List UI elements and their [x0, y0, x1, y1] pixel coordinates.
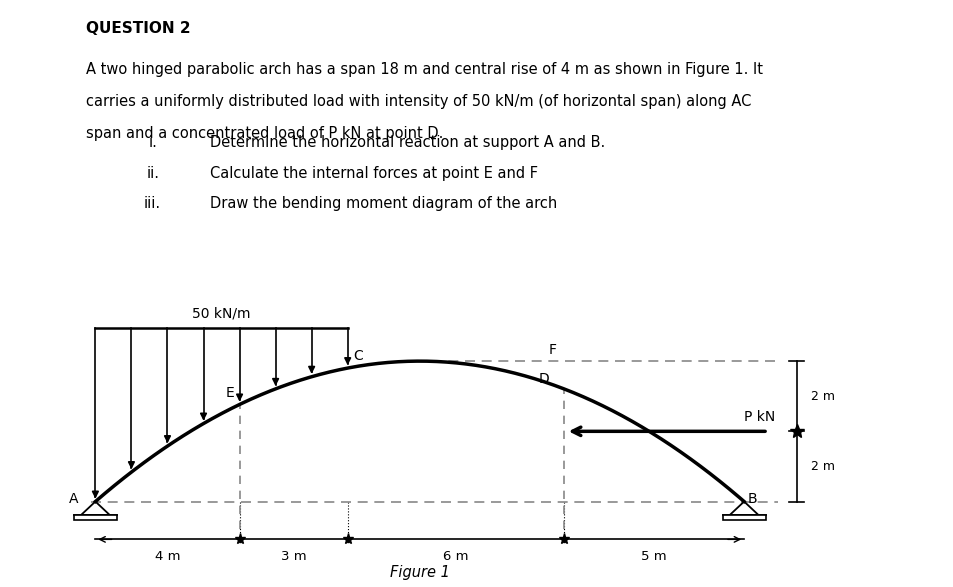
- Text: Figure 1: Figure 1: [390, 565, 449, 580]
- Text: A two hinged parabolic arch has a span 18 m and central rise of 4 m as shown in : A two hinged parabolic arch has a span 1…: [86, 62, 762, 77]
- Text: 4 m: 4 m: [154, 551, 180, 564]
- Bar: [74, 515, 117, 521]
- Text: 5 m: 5 m: [640, 551, 666, 564]
- Text: Calculate the internal forces at point E and F: Calculate the internal forces at point E…: [210, 166, 537, 181]
- Text: F: F: [548, 343, 556, 357]
- Text: Determine the horizontal reaction at support A and B.: Determine the horizontal reaction at sup…: [210, 135, 604, 150]
- Text: 2 m: 2 m: [810, 390, 834, 403]
- Bar: [722, 515, 765, 521]
- Text: span and a concentrated load of P kN at point D.: span and a concentrated load of P kN at …: [86, 126, 443, 141]
- Text: i.: i.: [148, 135, 157, 150]
- Text: Draw the bending moment diagram of the arch: Draw the bending moment diagram of the a…: [210, 196, 557, 211]
- Text: ii.: ii.: [146, 166, 159, 181]
- Text: D: D: [538, 372, 549, 386]
- Text: 2 m: 2 m: [810, 460, 834, 473]
- Text: C: C: [353, 349, 363, 363]
- Text: E: E: [226, 386, 234, 400]
- Text: B: B: [747, 492, 757, 506]
- Text: QUESTION 2: QUESTION 2: [86, 21, 191, 36]
- Text: P kN: P kN: [743, 410, 775, 424]
- Text: 3 m: 3 m: [280, 551, 306, 564]
- Text: 6 m: 6 m: [442, 551, 468, 564]
- Text: 50 kN/m: 50 kN/m: [193, 306, 251, 321]
- Text: carries a uniformly distributed load with intensity of 50 kN/m (of horizontal sp: carries a uniformly distributed load wit…: [86, 94, 750, 109]
- Text: iii.: iii.: [144, 196, 161, 211]
- Text: A: A: [69, 492, 78, 506]
